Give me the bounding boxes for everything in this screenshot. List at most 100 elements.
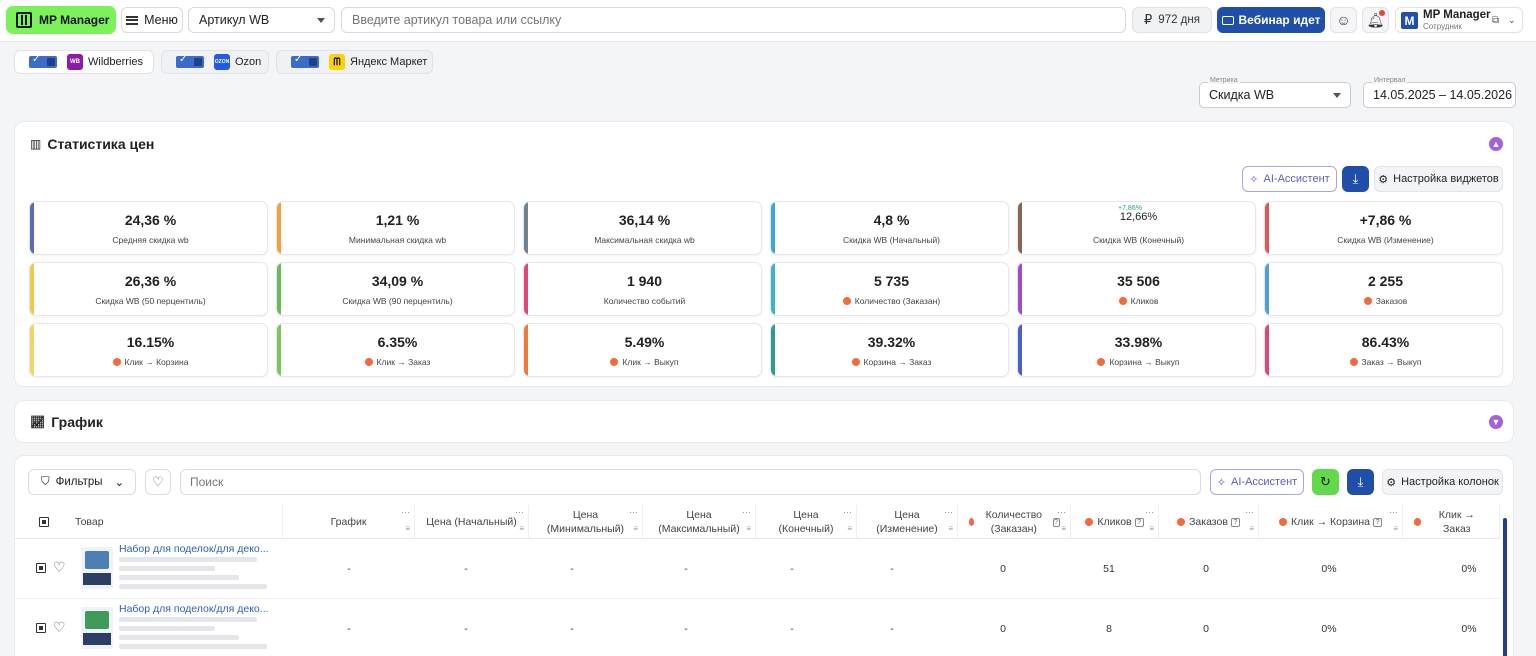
column-menu-icon[interactable]: ···: [1057, 507, 1066, 517]
stat-card[interactable]: 1 940 Количество событий: [523, 262, 762, 316]
column-header[interactable]: Заказов? ··· ≡: [1159, 505, 1259, 539]
webinar-button[interactable]: Вебинар идет: [1217, 7, 1325, 33]
help-icon[interactable]: ?: [1373, 517, 1383, 527]
stat-card[interactable]: 86.43% Заказ → Выкуп: [1264, 323, 1503, 377]
product-thumbnail[interactable]: [81, 547, 113, 589]
table-row[interactable]: ♡ Набор для поделок/для деко... - - - - - - 0 8 0 0…: [15, 599, 1500, 656]
column-settings-button[interactable]: ⚙ Настройка колонок: [1382, 469, 1503, 495]
table-row[interactable]: ♡ Набор для поделок/для деко... - - - - - - 0 51 0…: [15, 539, 1500, 599]
marketplace-yandex[interactable]: ᗰ Яндекс Маркет: [276, 50, 433, 74]
column-menu-icon[interactable]: ···: [515, 507, 524, 517]
balance-days-button[interactable]: ₽ 972 дня: [1132, 7, 1212, 33]
widget-settings-button[interactable]: ⚙ Настройка виджетов: [1374, 166, 1503, 192]
table-download-button[interactable]: ⤓: [1347, 469, 1374, 495]
column-resize-icon[interactable]: ≡: [1061, 524, 1066, 533]
column-header[interactable]: График ··· ≡: [283, 505, 415, 539]
stat-card[interactable]: 6.35% Клик → Заказ: [276, 323, 515, 377]
column-menu-icon[interactable]: ···: [843, 507, 852, 517]
column-header[interactable]: Цена (Минимальный) ··· ≡: [529, 505, 643, 539]
column-resize-icon[interactable]: ≡: [405, 524, 410, 533]
notifications-button[interactable]: 🔔︎: [1362, 7, 1389, 33]
column-resize-icon[interactable]: ≡: [1149, 524, 1154, 533]
stat-card[interactable]: 39.32% Корзина → Заказ: [770, 323, 1009, 377]
stat-card[interactable]: 5.49% Клик → Выкуп: [523, 323, 762, 377]
column-menu-icon[interactable]: ···: [944, 507, 953, 517]
help-icon[interactable]: ?: [1134, 517, 1144, 527]
emoji-button[interactable]: ☺: [1330, 7, 1357, 33]
help-icon[interactable]: ?: [1052, 517, 1060, 527]
column-header[interactable]: Кликов? ··· ≡: [1071, 505, 1159, 539]
column-header[interactable]: Количество (Заказан)? ··· ≡: [958, 505, 1071, 539]
marketplace-wildberries[interactable]: WB Wildberries: [14, 50, 154, 74]
column-header[interactable]: Цена (Изменение) ··· ≡: [857, 505, 958, 539]
stat-card[interactable]: 36,14 % Максимальная скидка wb: [523, 201, 762, 255]
source-dot-icon: [1118, 297, 1127, 305]
stat-card[interactable]: 4,8 % Скидка WB (Начальный): [770, 201, 1009, 255]
favorite-heart-icon[interactable]: ♡: [53, 619, 66, 635]
column-menu-icon[interactable]: ···: [1389, 507, 1398, 517]
stat-card[interactable]: 35 506 Кликов: [1017, 262, 1256, 316]
column-header[interactable]: Клик → Заказ: [1403, 505, 1500, 539]
column-menu-icon[interactable]: ···: [1245, 507, 1254, 517]
row-checkbox[interactable]: [36, 623, 46, 633]
wildberries-toggle[interactable]: [29, 54, 57, 68]
stat-card[interactable]: 1,21 % Минимальная скидка wb: [276, 201, 515, 255]
ai-assistant-button[interactable]: ✧ AI-Ассистент: [1242, 166, 1337, 192]
stat-card[interactable]: 34,09 % Скидка WB (90 перцентиль): [276, 262, 515, 316]
column-menu-icon[interactable]: ···: [742, 507, 751, 517]
stat-card-label: Заказов: [1269, 296, 1502, 306]
stat-card[interactable]: 33.98% Корзина → Выкуп: [1017, 323, 1256, 377]
column-menu-icon[interactable]: ···: [1145, 507, 1154, 517]
product-thumbnail[interactable]: [81, 607, 113, 649]
stat-card[interactable]: 16.15% Клик → Корзина: [29, 323, 268, 377]
help-icon[interactable]: ?: [1230, 517, 1240, 527]
expand-down-icon[interactable]: ▼: [1489, 415, 1503, 429]
column-header[interactable]: Клик → Корзина? ··· ≡: [1259, 505, 1403, 539]
filters-button[interactable]: ⛉ Фильтры ⌄: [28, 469, 136, 495]
article-search-input[interactable]: [341, 7, 1126, 33]
column-resize-icon[interactable]: ≡: [948, 524, 953, 533]
column-resize-icon[interactable]: ≡: [847, 524, 852, 533]
stat-card[interactable]: 2 255 Заказов: [1264, 262, 1503, 316]
vertical-scrollbar[interactable]: [1503, 518, 1507, 656]
column-header[interactable]: Цена (Начальный) ··· ≡: [415, 505, 529, 539]
stat-card[interactable]: +7,86 % Скидка WB (Изменение): [1264, 201, 1503, 255]
interval-picker[interactable]: Интервал 14.05.2025 – 14.05.2026: [1363, 77, 1516, 108]
metric-select[interactable]: Метрика Скидка WB: [1199, 77, 1351, 108]
yandex-toggle[interactable]: [291, 54, 319, 68]
table-ai-assistant-button[interactable]: ✧ AI-Ассистент: [1210, 469, 1304, 495]
column-header[interactable]: Цена (Максимальный) ··· ≡: [643, 505, 756, 539]
column-resize-icon[interactable]: ≡: [1249, 524, 1254, 533]
ozon-toggle[interactable]: [176, 54, 204, 68]
copy-icon[interactable]: ⧉: [1492, 15, 1500, 26]
product-name-link[interactable]: Набор для поделок/для деко...: [119, 543, 269, 555]
stat-card[interactable]: 5 735 Количество (Заказан): [770, 262, 1009, 316]
menu-button[interactable]: Меню: [121, 7, 183, 33]
table-search-input[interactable]: [180, 469, 1201, 495]
column-resize-icon[interactable]: ≡: [633, 524, 638, 533]
app-logo[interactable]: MP Manager: [6, 6, 116, 34]
column-menu-icon[interactable]: ···: [401, 507, 410, 517]
download-button[interactable]: ⤓: [1342, 166, 1369, 192]
refresh-button[interactable]: ↻: [1312, 469, 1339, 495]
favorites-filter-button[interactable]: ♡: [145, 469, 171, 495]
favorite-heart-icon[interactable]: ♡: [53, 559, 66, 575]
column-menu-icon[interactable]: ···: [629, 507, 638, 517]
profile-menu[interactable]: M MP Manager Сотрудник ⧉ ⌄: [1395, 7, 1523, 33]
collapse-up-icon[interactable]: ▲: [1489, 137, 1503, 151]
column-header-label: Цена (Минимальный): [546, 509, 625, 535]
article-type-select[interactable]: Артикул WB: [188, 7, 335, 33]
marketplace-ozon[interactable]: OZON Ozon: [161, 50, 269, 74]
column-resize-icon[interactable]: ≡: [1393, 524, 1398, 533]
stat-card[interactable]: 24,36 % Средняя скидка wb: [29, 201, 268, 255]
table-cell-clicks: 51: [1103, 563, 1115, 575]
column-resize-icon[interactable]: ≡: [746, 524, 751, 533]
product-name-link[interactable]: Набор для поделок/для деко...: [119, 603, 269, 615]
column-header[interactable]: Товар: [75, 505, 283, 539]
column-header[interactable]: Цена (Конечный) ··· ≡: [756, 505, 857, 539]
row-checkbox[interactable]: [36, 563, 46, 573]
select-all-checkbox[interactable]: [39, 517, 49, 527]
stat-card[interactable]: +7,86% 12,66% Скидка WB (Конечный): [1017, 201, 1256, 255]
stat-card[interactable]: 26,36 % Скидка WB (50 перцентиль): [29, 262, 268, 316]
column-resize-icon[interactable]: ≡: [519, 524, 524, 533]
